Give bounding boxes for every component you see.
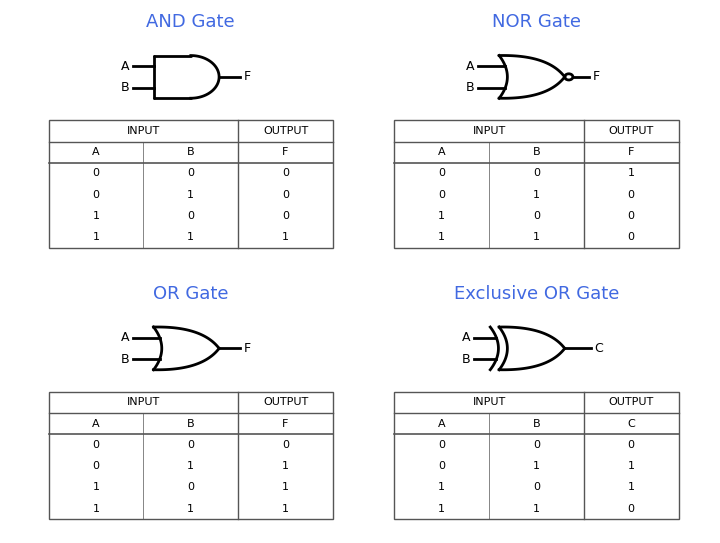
Text: 0: 0: [93, 190, 99, 200]
Text: 0: 0: [282, 190, 289, 200]
Text: B: B: [462, 352, 470, 365]
Text: 0: 0: [93, 440, 99, 450]
Text: 1: 1: [93, 483, 99, 493]
Text: 1: 1: [93, 211, 99, 221]
Text: F: F: [593, 71, 600, 84]
Text: 1: 1: [628, 461, 634, 471]
Text: 0: 0: [93, 461, 99, 471]
Text: F: F: [628, 147, 634, 157]
Text: B: B: [466, 81, 474, 94]
Text: B: B: [533, 147, 540, 157]
Text: OUTPUT: OUTPUT: [608, 126, 654, 136]
Text: C: C: [627, 419, 635, 428]
Text: AND Gate: AND Gate: [146, 13, 235, 31]
Text: B: B: [187, 419, 194, 428]
Text: B: B: [120, 81, 129, 94]
Text: 0: 0: [533, 483, 540, 493]
Bar: [395, 392, 678, 519]
Bar: [395, 120, 678, 248]
Text: 0: 0: [187, 168, 194, 179]
Text: 0: 0: [438, 168, 445, 179]
Text: Exclusive OR Gate: Exclusive OR Gate: [454, 285, 619, 302]
Bar: [49, 392, 333, 519]
Text: B: B: [120, 352, 129, 365]
Text: 0: 0: [628, 504, 634, 514]
Text: 0: 0: [438, 461, 445, 471]
Text: 1: 1: [282, 461, 289, 471]
Text: 1: 1: [628, 168, 634, 179]
Text: 1: 1: [438, 232, 445, 242]
Text: OUTPUT: OUTPUT: [608, 397, 654, 407]
Text: 0: 0: [533, 440, 540, 450]
Text: 1: 1: [533, 190, 540, 200]
Text: 0: 0: [438, 190, 445, 200]
Text: 1: 1: [438, 483, 445, 493]
Text: INPUT: INPUT: [127, 126, 160, 136]
Text: 0: 0: [628, 232, 634, 242]
Text: 0: 0: [533, 168, 540, 179]
Text: 1: 1: [282, 504, 289, 514]
Text: 0: 0: [187, 483, 194, 493]
Text: INPUT: INPUT: [127, 397, 160, 407]
Text: 1: 1: [533, 504, 540, 514]
Text: 1: 1: [438, 211, 445, 221]
Text: OR Gate: OR Gate: [153, 285, 228, 302]
Bar: [49, 120, 333, 248]
Text: 0: 0: [628, 190, 634, 200]
Text: A: A: [120, 60, 129, 73]
Text: A: A: [438, 147, 446, 157]
Text: 0: 0: [628, 440, 634, 450]
Text: 1: 1: [533, 461, 540, 471]
Text: OUTPUT: OUTPUT: [263, 126, 308, 136]
Text: 1: 1: [187, 504, 194, 514]
Text: C: C: [595, 342, 603, 355]
Text: 0: 0: [438, 440, 445, 450]
Text: 1: 1: [282, 232, 289, 242]
Text: F: F: [243, 71, 251, 84]
Text: B: B: [187, 147, 194, 157]
Text: 1: 1: [93, 232, 99, 242]
Text: 1: 1: [282, 483, 289, 493]
Text: 1: 1: [187, 461, 194, 471]
Text: A: A: [462, 331, 470, 344]
Text: A: A: [92, 147, 100, 157]
Text: A: A: [92, 419, 100, 428]
Text: 1: 1: [187, 190, 194, 200]
Text: A: A: [120, 331, 129, 344]
Text: 0: 0: [282, 168, 289, 179]
Text: B: B: [533, 419, 540, 428]
Text: 1: 1: [187, 232, 194, 242]
Text: 1: 1: [438, 504, 445, 514]
Text: 1: 1: [533, 232, 540, 242]
Text: 0: 0: [533, 211, 540, 221]
Text: F: F: [282, 147, 289, 157]
Text: A: A: [466, 60, 474, 73]
Text: 0: 0: [628, 211, 634, 221]
Text: NOR Gate: NOR Gate: [492, 13, 581, 31]
Text: INPUT: INPUT: [472, 397, 505, 407]
Text: F: F: [243, 342, 251, 355]
Text: 0: 0: [187, 440, 194, 450]
Text: 0: 0: [187, 211, 194, 221]
Text: F: F: [282, 419, 289, 428]
Text: 1: 1: [93, 504, 99, 514]
Text: 0: 0: [282, 211, 289, 221]
Text: 0: 0: [93, 168, 99, 179]
Text: 1: 1: [628, 483, 634, 493]
Text: A: A: [438, 419, 446, 428]
Text: INPUT: INPUT: [472, 126, 505, 136]
Text: 0: 0: [282, 440, 289, 450]
Text: OUTPUT: OUTPUT: [263, 397, 308, 407]
